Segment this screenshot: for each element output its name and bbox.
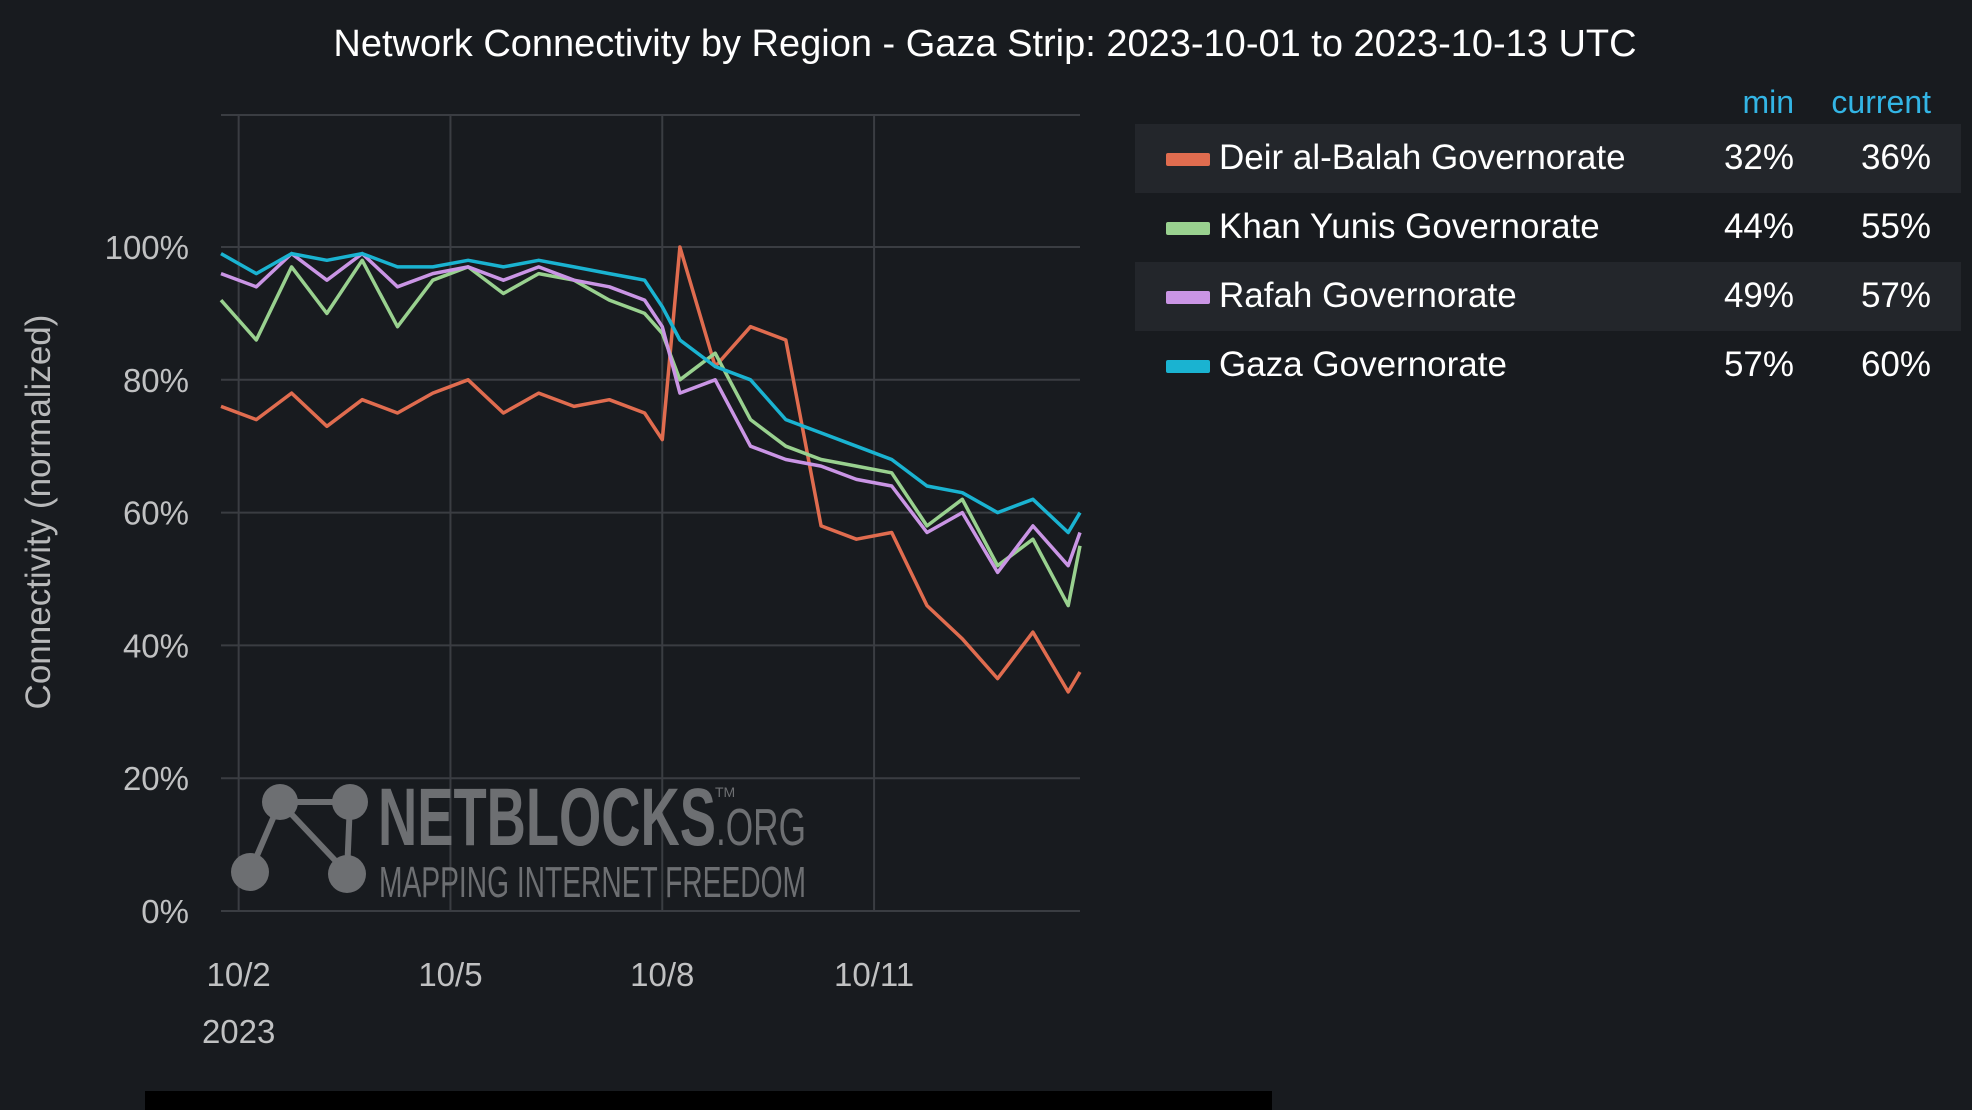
legend-item-current: 36% [1860, 138, 1931, 177]
y-axis-label: Connectivity (normalized) [19, 315, 58, 710]
y-tick-label: 0% [141, 893, 189, 930]
legend-swatch [1166, 291, 1210, 304]
x-tick-year: 2023 [202, 1013, 275, 1050]
legend-item[interactable]: Khan Yunis Governorate 44% 55% [1135, 193, 1961, 262]
legend-item-name: Rafah Governorate [1219, 276, 1517, 315]
netblocks-watermark: NETBLOCKS TM .ORG MAPPING INTERNET FREED… [231, 772, 806, 907]
y-tick-label: 40% [123, 627, 189, 664]
legend-item-current: 57% [1860, 276, 1931, 315]
legend-header-current[interactable]: current [1831, 84, 1931, 120]
legend-item[interactable]: Deir al-Balah Governorate 32% 36% [1135, 124, 1961, 193]
y-tick-label: 60% [123, 495, 189, 532]
legend-item[interactable]: Gaza Governorate 57% 60% [1135, 331, 1961, 400]
series-layer [219, 245, 1082, 694]
watermark-tm: TM [715, 784, 735, 800]
y-tick-label: 100% [105, 229, 189, 266]
legend-item-name: Khan Yunis Governorate [1219, 207, 1600, 246]
x-tick-label: 10/8 [630, 956, 694, 993]
legend-item[interactable]: Rafah Governorate 49% 57% [1135, 262, 1961, 331]
y-tick-label: 80% [123, 362, 189, 399]
legend-swatch [1166, 360, 1210, 373]
legend-swatch [1166, 222, 1210, 235]
legend-header: min current [1135, 78, 1961, 124]
legend-item-min: 32% [1723, 138, 1794, 177]
legend-item-name: Gaza Governorate [1219, 345, 1507, 384]
x-tick-label: 10/2 [207, 956, 271, 993]
legend-item-min: 57% [1723, 345, 1794, 384]
series-line [220, 251, 1082, 575]
series-line [220, 251, 1082, 535]
legend-item-min: 44% [1723, 207, 1794, 246]
grid-layer [221, 114, 1080, 912]
legend-item-current: 55% [1860, 207, 1931, 246]
chart-title: Network Connectivity by Region - Gaza St… [333, 23, 1636, 65]
x-tick-label: 10/5 [418, 956, 482, 993]
legend-item-current: 60% [1860, 345, 1931, 384]
watermark-suffix: .ORG [716, 799, 806, 857]
x-tick-label: 10/11 [834, 956, 914, 993]
y-tick-label: 20% [123, 760, 189, 797]
legend-swatch [1166, 153, 1210, 166]
watermark-tagline: MAPPING INTERNET FREEDOM [379, 858, 806, 907]
legend: min current Deir al-Balah Governorate 32… [1135, 78, 1961, 400]
watermark-name: NETBLOCKS [378, 772, 716, 863]
legend-item-min: 49% [1723, 276, 1794, 315]
series-line [220, 245, 1082, 694]
legend-header-min[interactable]: min [1742, 84, 1794, 120]
axis-layer: 0% 20% 40% 60% 80% 100% 10/2 2023 10/5 10/8 10/11 [105, 229, 915, 1050]
legend-item-name: Deir al-Balah Governorate [1219, 138, 1626, 177]
bottom-strip [145, 1091, 1272, 1110]
netblocks-logo-icon [231, 784, 368, 893]
